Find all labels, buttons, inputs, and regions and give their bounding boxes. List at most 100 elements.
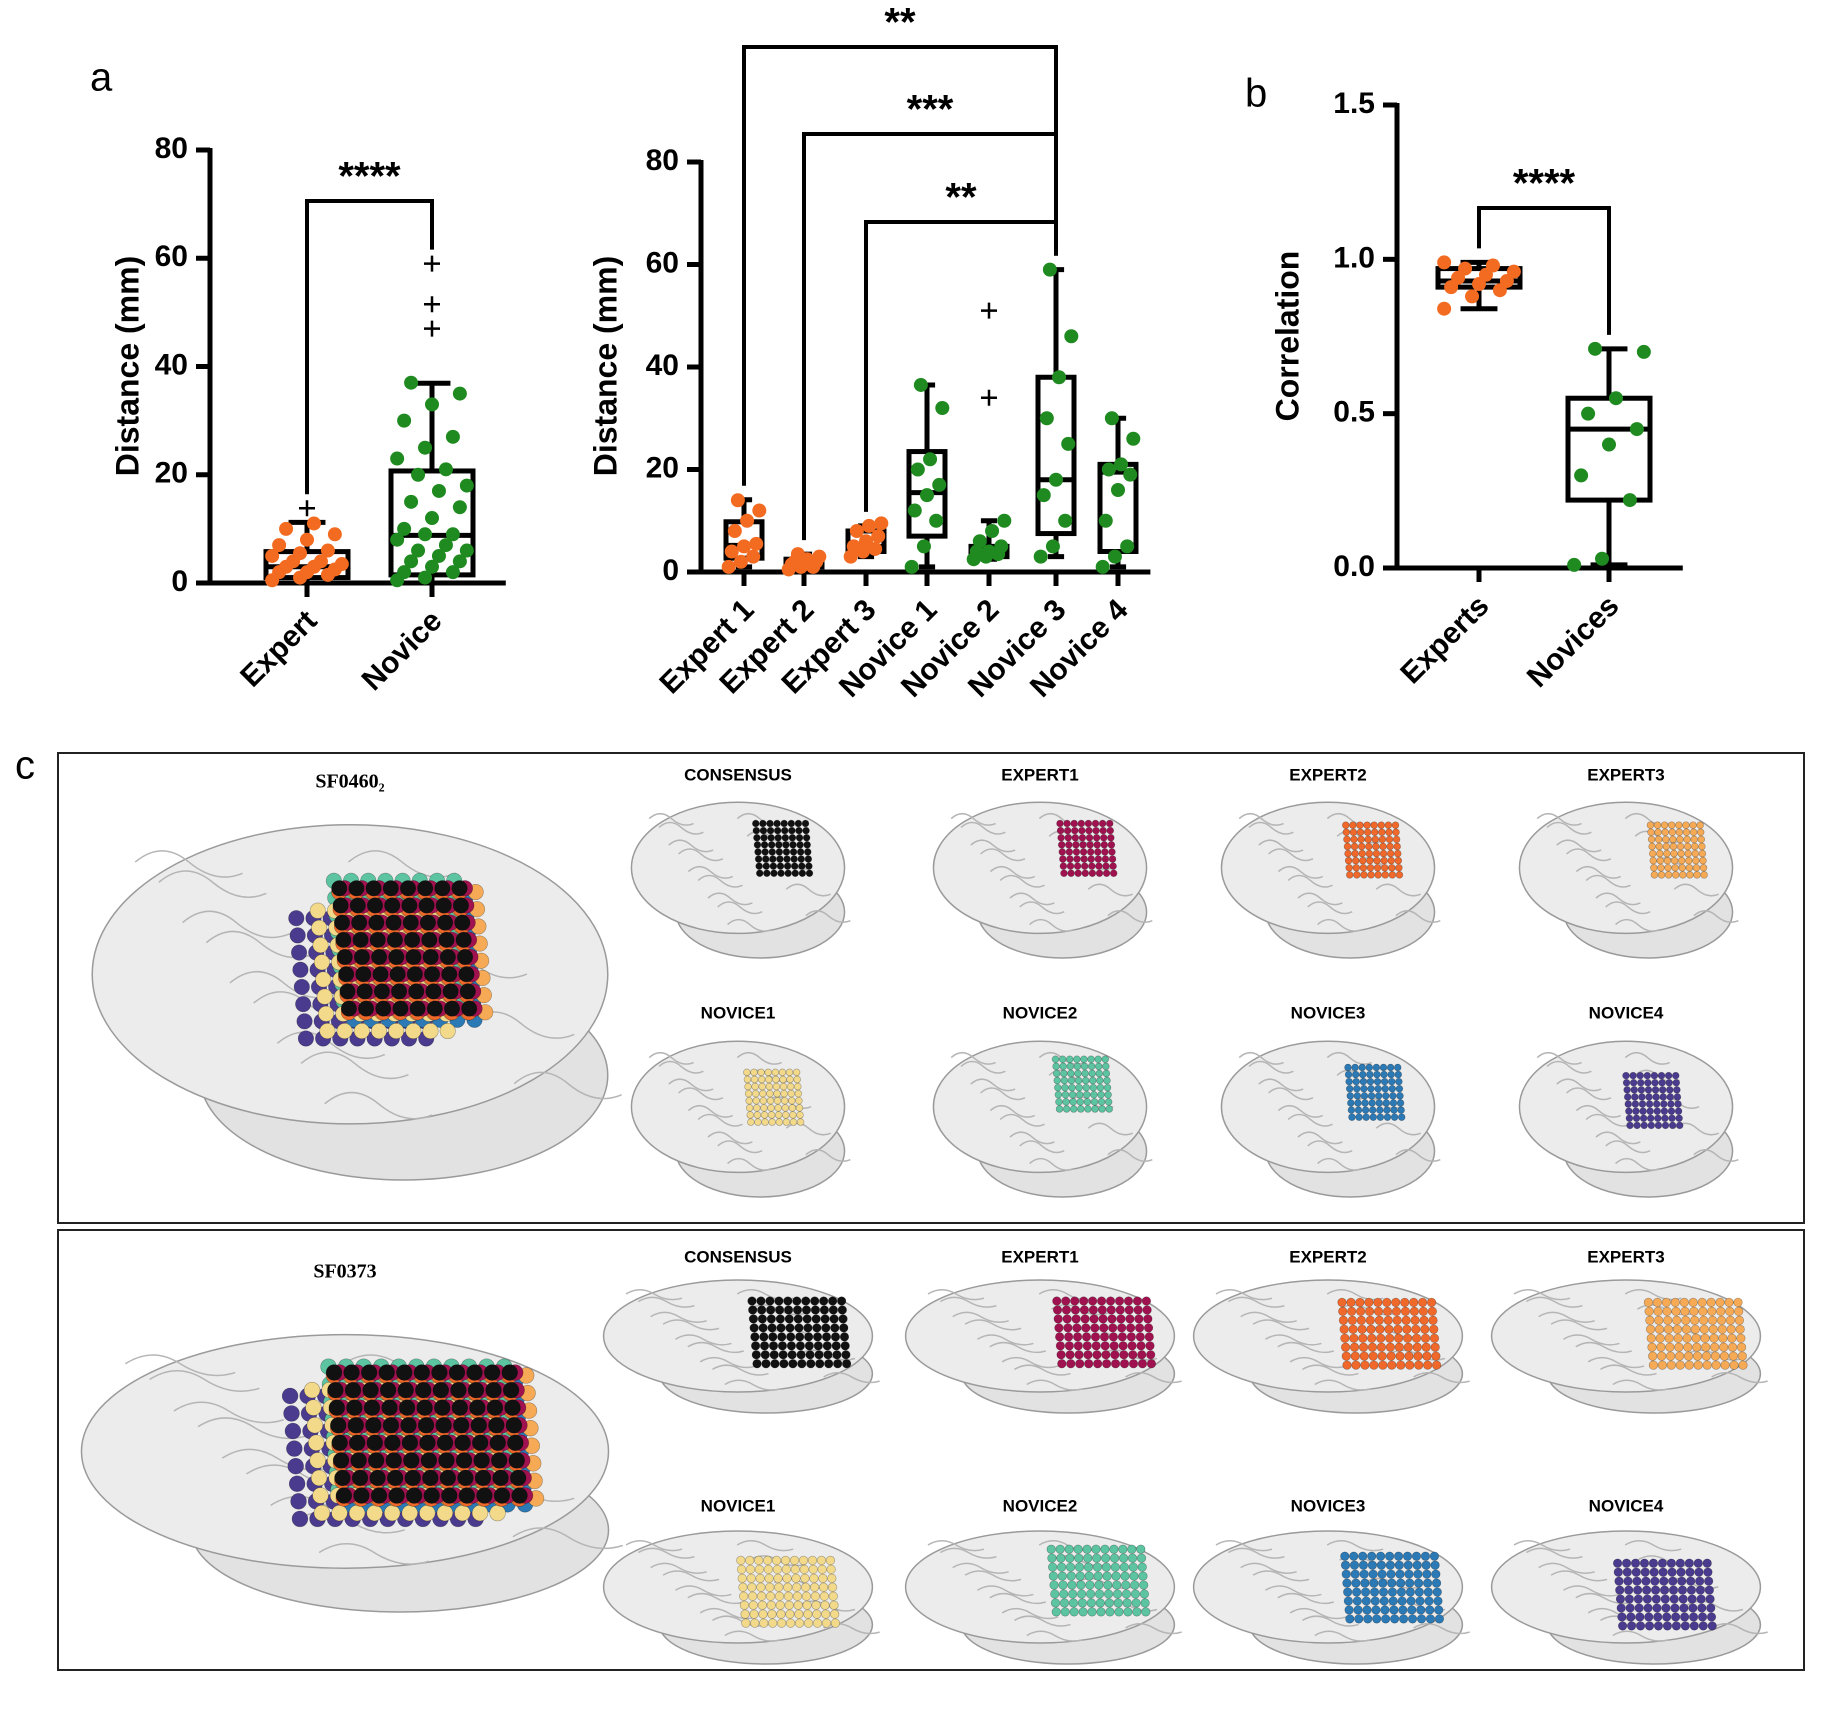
electrode [1137,1359,1148,1369]
electrode [1373,1306,1384,1316]
electrode [399,880,417,897]
electrode [1404,1569,1414,1579]
electrode [1095,869,1104,877]
electrode [786,1341,797,1351]
electrode [363,1399,381,1416]
electrode [386,1469,404,1487]
electrode [1099,826,1107,835]
electrode [1057,1359,1067,1369]
electrode [348,1504,366,1522]
electrode [1416,1614,1427,1624]
electrode [1673,1093,1682,1101]
electrode [486,1399,504,1416]
electrode [772,1082,781,1091]
electrode [823,1350,833,1360]
electrode [1055,1544,1065,1554]
electrode [1686,1576,1696,1586]
electrode [1137,1350,1147,1360]
electrode [1347,1306,1357,1316]
electrode [1369,1587,1380,1597]
electrode [1653,1612,1663,1622]
electrode [1670,1603,1680,1613]
electrode [1057,1571,1067,1581]
data-point [972,534,987,549]
electrode [1405,1578,1415,1588]
electrode [1639,1114,1648,1122]
data-point [1052,370,1067,385]
electrode [1367,871,1375,879]
data-point [916,539,931,554]
electrode [841,1350,851,1360]
electrode [1622,1079,1631,1087]
electrode [1704,1576,1714,1586]
electrode [454,914,471,931]
electrode [1622,1071,1630,1080]
electrode [1360,1360,1370,1370]
electrode [1368,1099,1376,1107]
electrode [1647,1114,1655,1122]
electrode [1665,1079,1673,1087]
electrode [1391,1297,1401,1308]
electrode [1343,1587,1353,1597]
electrode [1110,1350,1120,1360]
electrode [1426,1297,1437,1308]
electrode [408,983,425,1000]
electrode [1086,1598,1096,1608]
electrode [1637,1079,1645,1087]
electrode [736,1564,747,1574]
electrode [1677,1576,1687,1586]
brain [630,1040,851,1198]
electrode [833,1359,843,1369]
electrode [492,1469,509,1487]
electrode [819,1305,829,1315]
panel-label: b [1245,72,1267,116]
electrode [1405,1360,1415,1370]
electrode [381,1399,398,1416]
electrode [1107,1314,1117,1324]
electrode [1639,1107,1647,1115]
electrode [785,1068,794,1077]
electrode [502,1381,520,1399]
electrode [1675,1360,1685,1370]
electrode [1378,1360,1388,1370]
electrode [436,1504,454,1522]
electrode [782,1573,792,1583]
electrode [332,897,349,914]
electrode [757,1075,766,1084]
electrode [1387,1587,1398,1597]
electrode [1396,1587,1407,1597]
electrode [1667,1107,1676,1115]
electrode [775,1600,785,1610]
electrode [1076,1580,1086,1590]
electrode [283,1405,300,1422]
data-point [1458,261,1473,276]
electrode [1365,1063,1374,1072]
electrode [842,1359,852,1369]
electrode [1631,1093,1639,1101]
data-point [1064,329,1079,344]
electrode [338,966,355,983]
electrode [417,1417,435,1434]
electrode [1632,1114,1641,1122]
electrode [454,1504,471,1522]
y-tick-label: 0.0 [1333,550,1375,583]
data-point [1574,468,1589,483]
electrode [439,1469,457,1487]
electrode [782,1111,790,1119]
electrode [372,966,389,983]
electrode [746,1111,754,1119]
electrode-grid [1340,1551,1445,1624]
data-point [397,521,412,536]
electrode [378,1364,395,1381]
electrode [759,1341,770,1351]
electrode [1054,1091,1063,1099]
electrode [805,1350,815,1360]
electrode [1069,1098,1077,1106]
electrode [1630,1086,1638,1094]
electrode [759,1618,769,1628]
electrode [335,931,352,948]
electrode [794,1323,804,1333]
electrode [1359,1351,1369,1361]
electrode [749,1609,759,1619]
significance-bracket [802,132,1058,541]
